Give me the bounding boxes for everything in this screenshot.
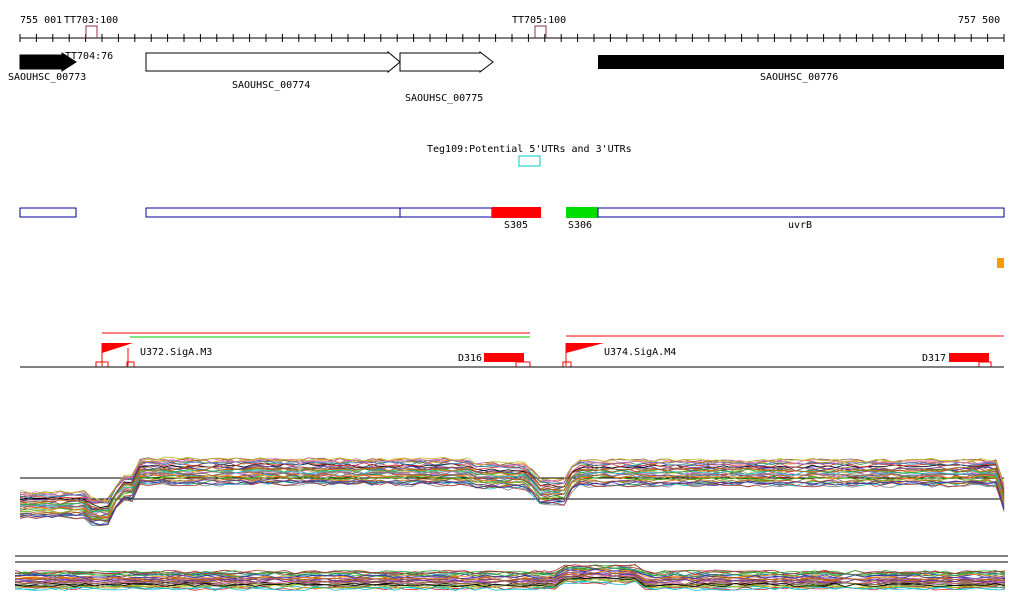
- gene-saouhsc-00775-arrow[interactable]: [399, 50, 494, 74]
- feature-box-1[interactable]: [19, 207, 77, 218]
- coordinate-ruler: 755 001 757 500: [19, 15, 1005, 42]
- gene-saouhsc-00776-bar[interactable]: [598, 55, 1004, 69]
- expression-line: [19, 469, 1005, 513]
- terminator-tt703-label[interactable]: TT703:100: [64, 15, 118, 26]
- transcript-u372-label[interactable]: U372.SigA.M3: [140, 347, 212, 358]
- teg-label[interactable]: Teg109:Potential 5'UTRs and 3'UTRs: [427, 144, 632, 155]
- gene-saouhsc-00775-label[interactable]: SAOUHSC_00775: [405, 93, 483, 104]
- terminator-track: TT703:100 TT705:100 TT704:76: [64, 15, 566, 62]
- segment-s306-label[interactable]: S306: [568, 220, 592, 231]
- expression-line: [19, 470, 1005, 515]
- transcript-u374-label[interactable]: U374.SigA.M4: [604, 347, 676, 358]
- expression-line: [19, 480, 1005, 525]
- expression-line: [19, 481, 1005, 527]
- transcript-d317-label[interactable]: D317: [922, 353, 946, 364]
- gene-saouhsc-00774-arrow[interactable]: [145, 50, 401, 74]
- segment-s306-bar[interactable]: [566, 207, 598, 218]
- promoter-glyph-u374[interactable]: [566, 343, 604, 353]
- orange-marker[interactable]: [997, 258, 1004, 268]
- ruler-end-label: 757 500: [958, 15, 1000, 26]
- expression-lower-lines: [14, 563, 1006, 592]
- expression-line: [14, 574, 1006, 586]
- terminator-d316-bar[interactable]: [484, 353, 524, 362]
- gene-saouhsc-00774-label[interactable]: SAOUHSC_00774: [232, 80, 310, 91]
- expression-line: [19, 456, 1005, 502]
- terminator-tt703-glyph[interactable]: [85, 25, 98, 38]
- expression-line: [19, 476, 1005, 520]
- gene-track: SAOUHSC_00773 SAOUHSC_00774 SAOUHSC_0077…: [8, 50, 1004, 104]
- feature-track: S305 S306 uvrB: [19, 207, 1005, 231]
- expression-line: [19, 465, 1005, 509]
- expression-line: [14, 570, 1006, 582]
- promoter-glyph-u372[interactable]: [102, 343, 133, 353]
- feature-box-3[interactable]: [399, 207, 493, 218]
- gene-saouhsc-00773-label[interactable]: SAOUHSC_00773: [8, 72, 86, 83]
- expression-line: [14, 567, 1006, 578]
- expression-line: [19, 480, 1005, 526]
- gene-saouhsc-00773-arrow[interactable]: [19, 52, 77, 72]
- segment-s305-label[interactable]: S305: [504, 220, 528, 231]
- teg-track: Teg109:Potential 5'UTRs and 3'UTRs: [427, 144, 632, 167]
- expression-track-lower: [14, 555, 1008, 592]
- expression-line: [14, 568, 1006, 580]
- expression-line: [19, 466, 1005, 510]
- terminator-d317-bar[interactable]: [949, 353, 989, 362]
- expression-line: [14, 580, 1006, 592]
- expression-line: [14, 564, 1006, 576]
- expression-line: [14, 576, 1006, 588]
- segment-s305-bar[interactable]: [492, 207, 541, 218]
- expression-line: [14, 572, 1006, 584]
- terminator-tt705-label[interactable]: TT705:100: [512, 15, 566, 26]
- transcript-track: U372.SigA.M3 U374.SigA.M4 D316 D317: [20, 332, 1004, 368]
- expression-line: [19, 472, 1005, 518]
- feature-box-2[interactable]: [145, 207, 401, 218]
- ruler-start-label: 755 001: [20, 15, 62, 26]
- expression-line: [19, 479, 1005, 523]
- segment-uvrb-label[interactable]: uvrB: [788, 220, 812, 231]
- teg-box[interactable]: [518, 155, 541, 167]
- terminator-tt704-label[interactable]: TT704:76: [65, 51, 113, 62]
- expression-track-upper: [19, 456, 1005, 527]
- transcript-d316-label[interactable]: D316: [458, 353, 482, 364]
- expression-line: [14, 563, 1006, 575]
- gene-saouhsc-00776-label[interactable]: SAOUHSC_00776: [760, 72, 838, 83]
- terminator-tt705-glyph[interactable]: [534, 25, 547, 38]
- expression-line: [19, 460, 1005, 504]
- segment-uvrb-box[interactable]: [597, 207, 1005, 218]
- ruler-ticks: [19, 34, 1005, 42]
- expression-upper-lines: [19, 456, 1005, 527]
- expression-line: [19, 458, 1005, 503]
